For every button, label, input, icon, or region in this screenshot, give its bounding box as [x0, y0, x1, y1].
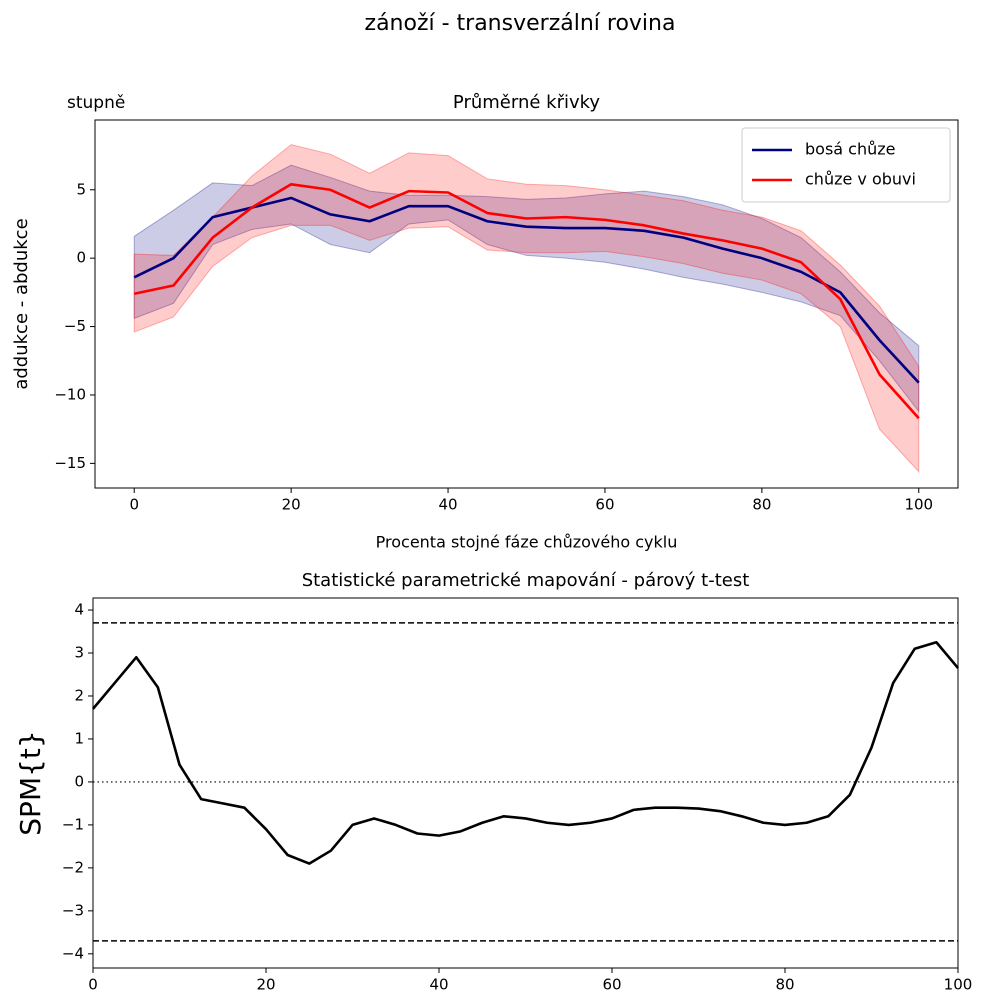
figure-title: zánoží - transverzální rovina — [365, 11, 676, 36]
plot-frame — [92, 597, 959, 969]
y-axis-label: SPM{t} — [14, 730, 47, 835]
x-axis-label: Procenta stojné fáze chůzového cyklu — [376, 533, 678, 552]
legend-label: bosá chůze — [805, 140, 896, 159]
series-line — [92, 640, 959, 865]
y-tick-label: 2 — [74, 686, 84, 704]
y-tick-label: −5 — [64, 317, 86, 335]
x-tick-label: 40 — [438, 496, 457, 514]
y-tick-label: 3 — [74, 644, 84, 662]
y-tick-label: 0 — [74, 772, 84, 790]
x-tick-label: 100 — [904, 496, 933, 514]
y-tick-label: −4 — [62, 944, 84, 962]
x-tick-label: 60 — [602, 976, 621, 994]
legend-label: chůze v obuvi — [805, 170, 916, 189]
series-line — [133, 196, 920, 384]
x-tick-label: 40 — [429, 976, 448, 994]
confidence-band — [133, 144, 920, 473]
y-tick-label: −15 — [54, 454, 86, 472]
legend-box — [741, 127, 951, 203]
y-tick-label: 0 — [76, 249, 86, 267]
x-tick-label: 0 — [88, 976, 98, 994]
series-line — [133, 182, 920, 420]
x-tick-label: 60 — [595, 496, 614, 514]
confidence-band — [133, 164, 920, 413]
x-tick-label: 100 — [944, 976, 973, 994]
y-unit: stupně — [67, 93, 125, 113]
y-tick-label: −3 — [62, 901, 84, 919]
x-tick-label: 20 — [282, 496, 301, 514]
y-tick-label: −1 — [62, 815, 84, 833]
y-tick-label: −2 — [62, 858, 84, 876]
chart-title: Statistické parametrické mapování - páro… — [302, 570, 750, 591]
chart-title: Průměrné křivky — [453, 92, 601, 113]
x-tick-label: 80 — [775, 976, 794, 994]
x-tick-label: 0 — [129, 496, 139, 514]
y-tick-label: 5 — [76, 180, 86, 198]
y-tick-label: 4 — [74, 601, 84, 619]
x-tick-label: 80 — [752, 496, 771, 514]
y-tick-label: −10 — [54, 385, 86, 403]
y-tick-label: 1 — [74, 729, 84, 747]
x-tick-label: 20 — [256, 976, 275, 994]
y-axis-label: addukce - abdukce — [11, 218, 32, 389]
plot-frame — [94, 119, 959, 489]
